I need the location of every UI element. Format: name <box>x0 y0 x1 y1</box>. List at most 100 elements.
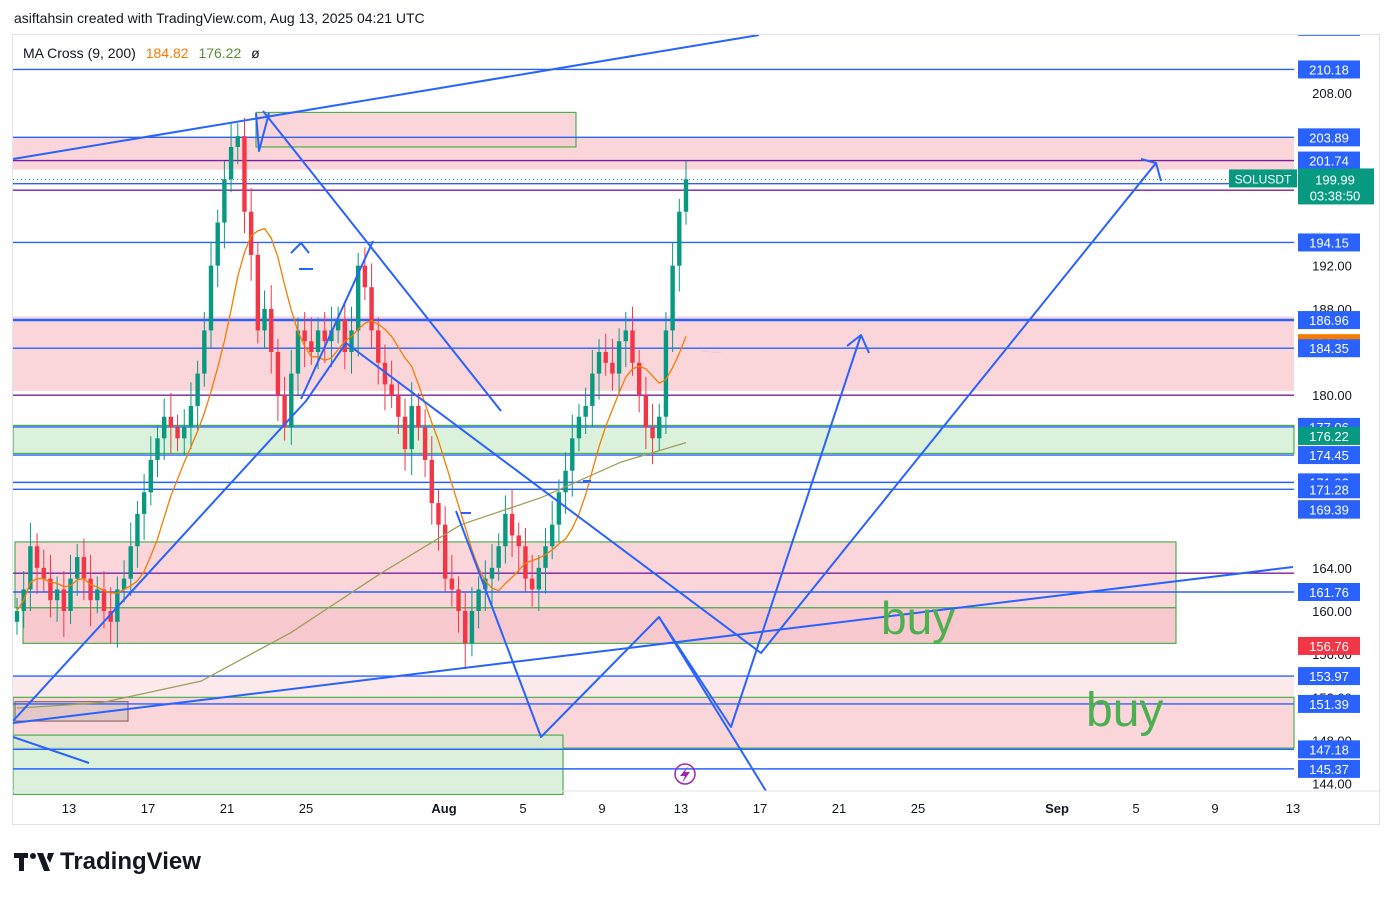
chart-header: asiftahsin created with TradingView.com,… <box>14 10 425 26</box>
candle <box>34 546 40 568</box>
zones-layer <box>13 111 1295 796</box>
candle <box>402 416 408 450</box>
indicator-slow-value: 176.22 <box>198 45 242 61</box>
x-tick-label: 17 <box>141 801 155 816</box>
candle <box>269 308 274 352</box>
price-label: 186.96 <box>1309 313 1349 328</box>
x-tick-label: 9 <box>598 801 605 816</box>
candle <box>536 567 542 590</box>
x-tick-label: 9 <box>1211 801 1218 816</box>
candle <box>636 362 642 396</box>
x-tick-label: 25 <box>299 801 313 816</box>
buy-annotation: buy <box>1086 684 1163 737</box>
candle <box>14 611 20 622</box>
candle <box>409 405 414 450</box>
candle <box>61 589 67 611</box>
line-a <box>300 240 374 400</box>
candle <box>128 546 133 579</box>
price-label-bg <box>1298 583 1360 602</box>
indicator-legend[interactable]: MA Cross (9, 200) 184.82 176.22 ø <box>23 45 266 61</box>
tradingview-logo-text: TradingView <box>60 848 201 875</box>
candle <box>623 330 628 342</box>
price-label: 161.76 <box>1309 585 1349 600</box>
price-label: 210.18 <box>1309 62 1349 77</box>
price-tick: 144.00 <box>1312 777 1352 792</box>
price-tick: 208.00 <box>1312 86 1352 101</box>
candle <box>389 384 394 396</box>
candle <box>222 179 227 223</box>
candle <box>322 330 327 342</box>
candle <box>416 405 421 428</box>
lightning-icon <box>680 766 690 783</box>
candle <box>355 265 361 331</box>
x <box>700 350 722 354</box>
price-label-bg <box>1298 694 1360 713</box>
candle <box>41 567 46 579</box>
candle <box>456 589 461 611</box>
candle <box>376 330 381 363</box>
x-tick-label: 21 <box>832 801 846 816</box>
x-tick-label: Sep <box>1045 801 1069 816</box>
price-label-bg <box>1298 446 1360 465</box>
x-tick-label: 13 <box>1286 801 1300 816</box>
projection-down <box>658 616 767 792</box>
candle <box>643 395 649 428</box>
indicator-name: MA Cross (9, 200) <box>23 45 136 61</box>
price-label: 169.39 <box>1309 503 1349 518</box>
candle <box>442 524 448 579</box>
candle <box>228 146 234 180</box>
candle <box>262 308 267 331</box>
candle <box>509 513 515 536</box>
candle <box>202 330 207 374</box>
indicator-symbol: ø <box>251 45 260 61</box>
ticker-bg <box>1229 169 1297 188</box>
x-tick-label: 13 <box>674 801 688 816</box>
x-tick-label: 5 <box>519 801 526 816</box>
candle <box>208 265 214 331</box>
price-label: 151.39 <box>1309 697 1349 712</box>
candle <box>81 557 87 579</box>
candle <box>489 567 495 579</box>
candle <box>188 405 194 428</box>
candle <box>550 524 555 547</box>
candle <box>563 470 568 493</box>
ma-fast-line <box>16 227 687 612</box>
x-tick-label: 21 <box>220 801 234 816</box>
candle <box>175 427 180 439</box>
trendline-lower <box>13 566 1294 724</box>
candle <box>135 513 140 547</box>
price-label-bg <box>1298 426 1360 445</box>
candle <box>309 341 314 352</box>
candle <box>255 254 261 331</box>
price-label: 153.97 <box>1309 669 1349 684</box>
candle <box>429 459 434 504</box>
candle <box>242 136 247 212</box>
countdown: 03:38:50 <box>1310 188 1361 203</box>
axis-layer: 208.00192.00188.00180.00164.00160.00156.… <box>13 35 1381 816</box>
drawings-layer: buy buy <box>13 35 1294 792</box>
tradingview-logo[interactable]: TradingView <box>14 848 201 876</box>
candle <box>75 557 80 579</box>
candle <box>315 330 321 352</box>
chart-area[interactable]: buy buy 208.00 192.00 188.00 180.00 164.00 160… <box>12 34 1381 826</box>
candle <box>422 427 428 460</box>
price-label-bg <box>1298 151 1360 170</box>
candle <box>349 330 354 352</box>
candle <box>396 395 401 417</box>
candle <box>141 492 147 514</box>
tradingview-logo-icon <box>14 853 54 871</box>
price-label-bg <box>1298 128 1360 147</box>
candle <box>68 578 73 611</box>
horizontal-lines-layer <box>13 68 1294 770</box>
event-icon <box>674 763 696 785</box>
zone-4 <box>14 541 1177 609</box>
candle <box>683 179 689 212</box>
candle <box>463 611 468 644</box>
price-label-bg <box>1298 339 1360 358</box>
candle <box>650 427 655 439</box>
candle <box>382 362 388 385</box>
candle <box>657 416 662 439</box>
candle <box>590 373 595 406</box>
moving-averages-layer <box>16 227 687 709</box>
